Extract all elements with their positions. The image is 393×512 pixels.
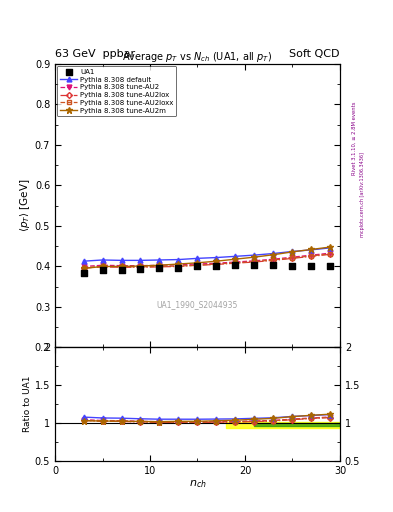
Pythia 8.308 tune-AU2 (138, 263, 143, 269)
Pythia 8.308 tune-AU2loxx (252, 259, 257, 265)
Pythia 8.308 default (328, 245, 333, 251)
Pythia 8.308 tune-AU2loxx (195, 262, 200, 268)
Pythia 8.308 tune-AU2m (176, 261, 181, 267)
Pythia 8.308 tune-AU2loxx (328, 251, 333, 257)
Legend: UA1, Pythia 8.308 default, Pythia 8.308 tune-AU2, Pythia 8.308 tune-AU2lox, Pyth: UA1, Pythia 8.308 default, Pythia 8.308 … (57, 66, 176, 116)
Pythia 8.308 tune-AU2lox (252, 259, 257, 265)
Pythia 8.308 tune-AU2loxx (100, 263, 105, 269)
Pythia 8.308 tune-AU2 (100, 262, 105, 268)
Pythia 8.308 tune-AU2 (233, 259, 238, 265)
Pythia 8.308 tune-AU2lox (157, 264, 162, 270)
Pythia 8.308 tune-AU2m (309, 246, 314, 252)
Pythia 8.308 tune-AU2lox (271, 258, 276, 264)
UA1 (138, 265, 144, 273)
Pythia 8.308 tune-AU2lox (233, 260, 238, 266)
Pythia 8.308 tune-AU2m (290, 249, 295, 255)
Pythia 8.308 tune-AU2loxx (290, 255, 295, 261)
Pythia 8.308 default (290, 248, 295, 254)
UA1 (118, 266, 125, 274)
Pythia 8.308 tune-AU2m (157, 262, 162, 268)
UA1 (195, 262, 201, 270)
Pythia 8.308 tune-AU2loxx (138, 264, 143, 270)
Y-axis label: Ratio to UA1: Ratio to UA1 (23, 376, 32, 432)
Pythia 8.308 tune-AU2loxx (176, 263, 181, 269)
Pythia 8.308 tune-AU2 (81, 263, 86, 269)
Pythia 8.308 tune-AU2 (195, 261, 200, 267)
Title: Average $p_T$ vs $N_{ch}$ (UA1, all $p_T$): Average $p_T$ vs $N_{ch}$ (UA1, all $p_T… (122, 50, 273, 64)
Pythia 8.308 tune-AU2lox (214, 261, 219, 267)
Pythia 8.308 default (271, 250, 276, 257)
Pythia 8.308 tune-AU2m (81, 265, 86, 271)
Pythia 8.308 tune-AU2m (233, 256, 238, 262)
Pythia 8.308 default (138, 258, 143, 264)
Pythia 8.308 tune-AU2 (119, 263, 124, 269)
Text: Soft QCD: Soft QCD (290, 49, 340, 59)
Text: mcplots.cern.ch [arXiv:1306.3436]: mcplots.cern.ch [arXiv:1306.3436] (360, 152, 365, 237)
Pythia 8.308 tune-AU2loxx (157, 263, 162, 269)
UA1 (213, 262, 220, 270)
Pythia 8.308 tune-AU2 (309, 252, 314, 258)
Pythia 8.308 default (233, 253, 238, 260)
Line: Pythia 8.308 tune-AU2lox: Pythia 8.308 tune-AU2lox (81, 252, 332, 270)
Line: Pythia 8.308 tune-AU2: Pythia 8.308 tune-AU2 (81, 251, 333, 269)
Pythia 8.308 tune-AU2 (157, 262, 162, 268)
Pythia 8.308 tune-AU2loxx (233, 260, 238, 266)
Pythia 8.308 tune-AU2m (214, 258, 219, 264)
Pythia 8.308 default (195, 255, 200, 262)
Pythia 8.308 default (119, 258, 124, 264)
Pythia 8.308 tune-AU2lox (81, 265, 86, 271)
Pythia 8.308 tune-AU2 (214, 260, 219, 266)
Pythia 8.308 tune-AU2loxx (271, 257, 276, 263)
Pythia 8.308 tune-AU2m (271, 251, 276, 258)
Pythia 8.308 tune-AU2lox (328, 251, 333, 258)
Pythia 8.308 tune-AU2loxx (309, 253, 314, 259)
UA1 (81, 269, 87, 278)
Text: Rivet 3.1.10, ≥ 2.8M events: Rivet 3.1.10, ≥ 2.8M events (352, 101, 357, 175)
Pythia 8.308 tune-AU2lox (195, 262, 200, 268)
Y-axis label: $\langle p_T \rangle$ [GeV]: $\langle p_T \rangle$ [GeV] (18, 179, 32, 232)
Pythia 8.308 tune-AU2lox (119, 264, 124, 270)
Pythia 8.308 tune-AU2loxx (119, 264, 124, 270)
Pythia 8.308 default (214, 254, 219, 261)
UA1 (289, 262, 296, 270)
Pythia 8.308 tune-AU2m (100, 263, 105, 269)
Pythia 8.308 tune-AU2 (290, 254, 295, 260)
Pythia 8.308 tune-AU2lox (309, 253, 314, 260)
Pythia 8.308 default (252, 252, 257, 258)
Pythia 8.308 tune-AU2 (252, 258, 257, 264)
Pythia 8.308 tune-AU2lox (138, 264, 143, 270)
Pythia 8.308 tune-AU2loxx (81, 265, 86, 271)
Pythia 8.308 tune-AU2lox (176, 263, 181, 269)
Pythia 8.308 tune-AU2 (271, 256, 276, 262)
Text: 63 GeV  ppbar: 63 GeV ppbar (55, 49, 135, 59)
UA1 (175, 264, 182, 272)
Pythia 8.308 default (309, 247, 314, 253)
Pythia 8.308 default (176, 257, 181, 263)
Pythia 8.308 tune-AU2 (328, 250, 333, 256)
UA1 (156, 264, 163, 272)
Pythia 8.308 tune-AU2m (138, 263, 143, 269)
Line: Pythia 8.308 tune-AU2loxx: Pythia 8.308 tune-AU2loxx (81, 252, 332, 270)
UA1 (327, 262, 334, 270)
Pythia 8.308 default (81, 258, 86, 264)
Pythia 8.308 tune-AU2loxx (214, 261, 219, 267)
UA1 (308, 262, 314, 270)
Pythia 8.308 tune-AU2m (252, 254, 257, 260)
Line: Pythia 8.308 default: Pythia 8.308 default (81, 245, 333, 264)
Line: Pythia 8.308 tune-AU2m: Pythia 8.308 tune-AU2m (81, 244, 334, 271)
Text: UA1_1990_S2044935: UA1_1990_S2044935 (157, 301, 238, 309)
UA1 (232, 261, 239, 269)
Pythia 8.308 tune-AU2 (176, 262, 181, 268)
UA1 (270, 261, 277, 269)
UA1 (252, 261, 258, 269)
Pythia 8.308 tune-AU2m (195, 260, 200, 266)
Pythia 8.308 default (157, 257, 162, 263)
X-axis label: $n_{ch}$: $n_{ch}$ (189, 478, 206, 490)
Pythia 8.308 default (100, 257, 105, 263)
Pythia 8.308 tune-AU2lox (290, 255, 295, 262)
Pythia 8.308 tune-AU2m (119, 263, 124, 269)
UA1 (99, 266, 106, 274)
Pythia 8.308 tune-AU2m (328, 244, 333, 250)
Pythia 8.308 tune-AU2lox (100, 264, 105, 270)
